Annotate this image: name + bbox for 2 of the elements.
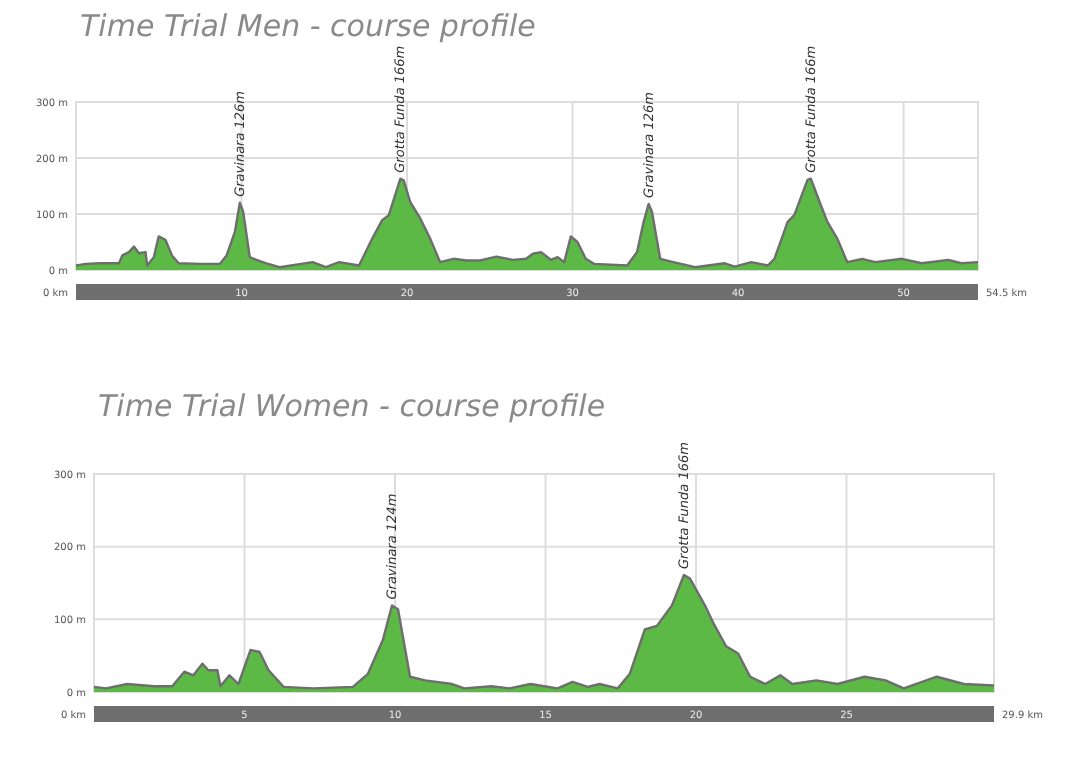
chart-title: Time Trial Men - course profile	[80, 8, 536, 44]
chart-title: Time Trial Women - course profile	[98, 388, 606, 424]
